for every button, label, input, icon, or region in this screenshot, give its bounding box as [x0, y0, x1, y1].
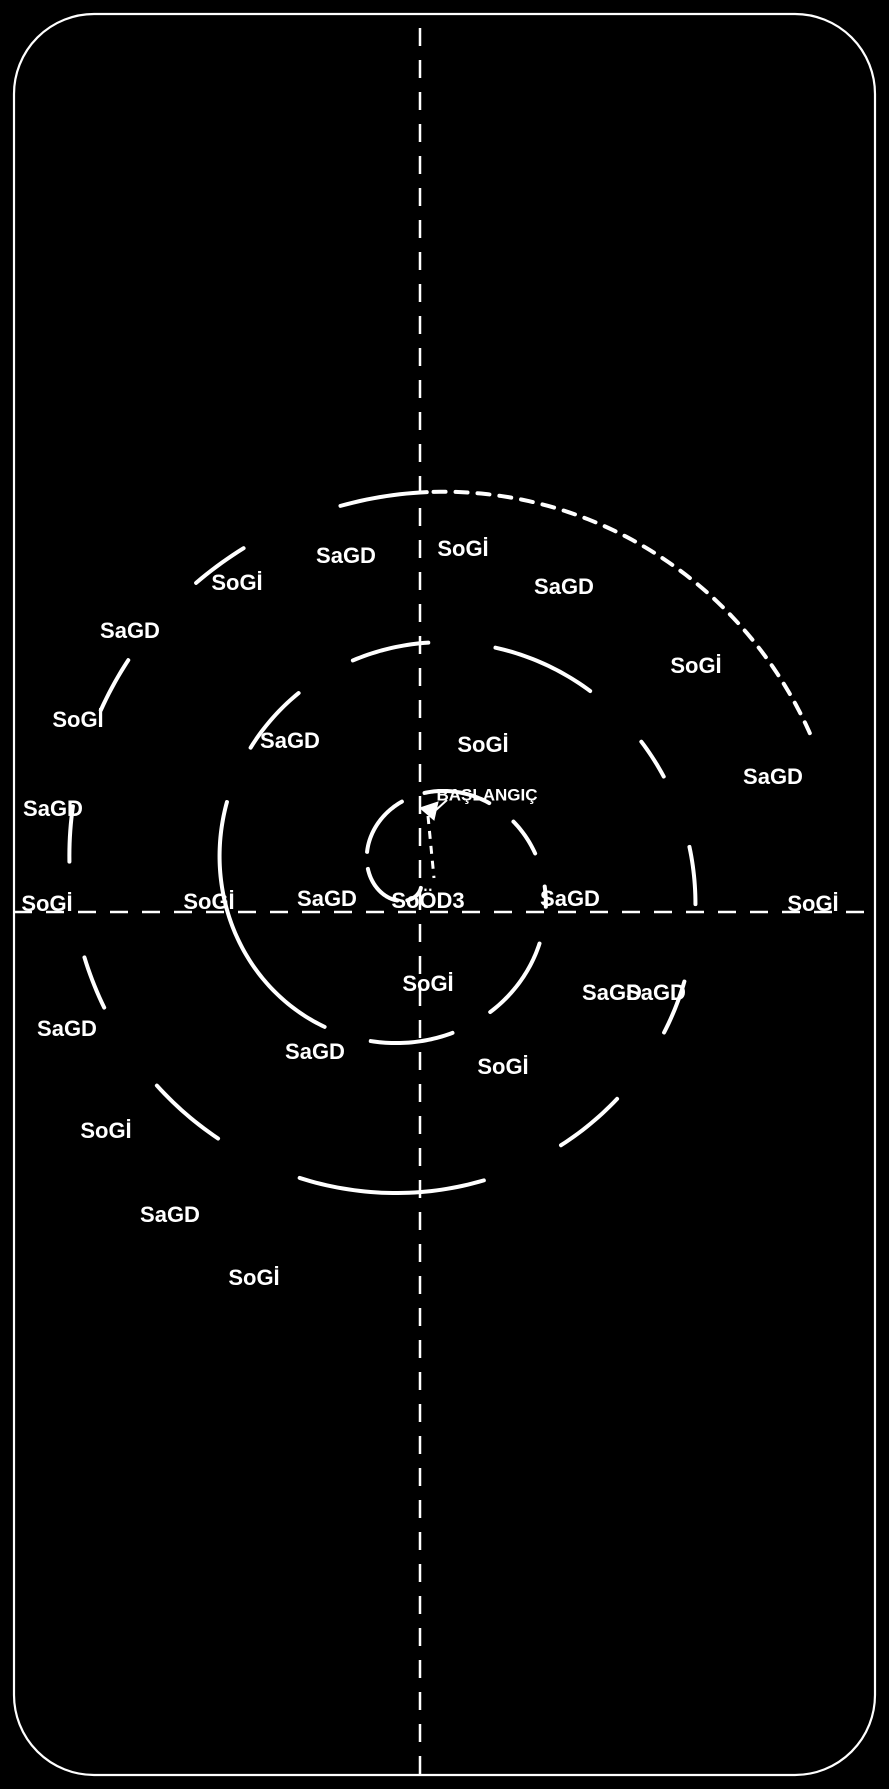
segment-label: SaGD: [100, 618, 160, 643]
segment-label: SoGİ: [670, 653, 721, 678]
segment-label: SaGD: [540, 886, 600, 911]
segment-label: SoGİ: [21, 891, 72, 916]
segment-label: SaGD: [316, 543, 376, 568]
segment-label: SaGD: [285, 1039, 345, 1064]
segment-label: SaGD: [297, 886, 357, 911]
segment-label: SoGİ: [228, 1265, 279, 1290]
segment-label: SoGİ: [402, 971, 453, 996]
segment-label: SaGD: [534, 574, 594, 599]
segment-label: SaGD: [140, 1202, 200, 1227]
segment-label: SoGİ: [80, 1118, 131, 1143]
center-code-label: SoÖD3: [391, 888, 464, 913]
segment-label: SoGİ: [477, 1054, 528, 1079]
segment-label: SoGİ: [211, 570, 262, 595]
segment-label: SaGD: [260, 728, 320, 753]
segment-label: SoGİ: [787, 891, 838, 916]
start-label: BAŞLANGIÇ: [436, 785, 537, 804]
segment-label: SaGD: [626, 980, 686, 1005]
segment-label: SaGD: [23, 796, 83, 821]
segment-label: SaGD: [743, 764, 803, 789]
segment-label: SoGİ: [52, 707, 103, 732]
segment-label: SoGİ: [457, 732, 508, 757]
segment-label: SaGD: [37, 1016, 97, 1041]
segment-label: SoGİ: [437, 536, 488, 561]
segment-label: SoGİ: [183, 889, 234, 914]
